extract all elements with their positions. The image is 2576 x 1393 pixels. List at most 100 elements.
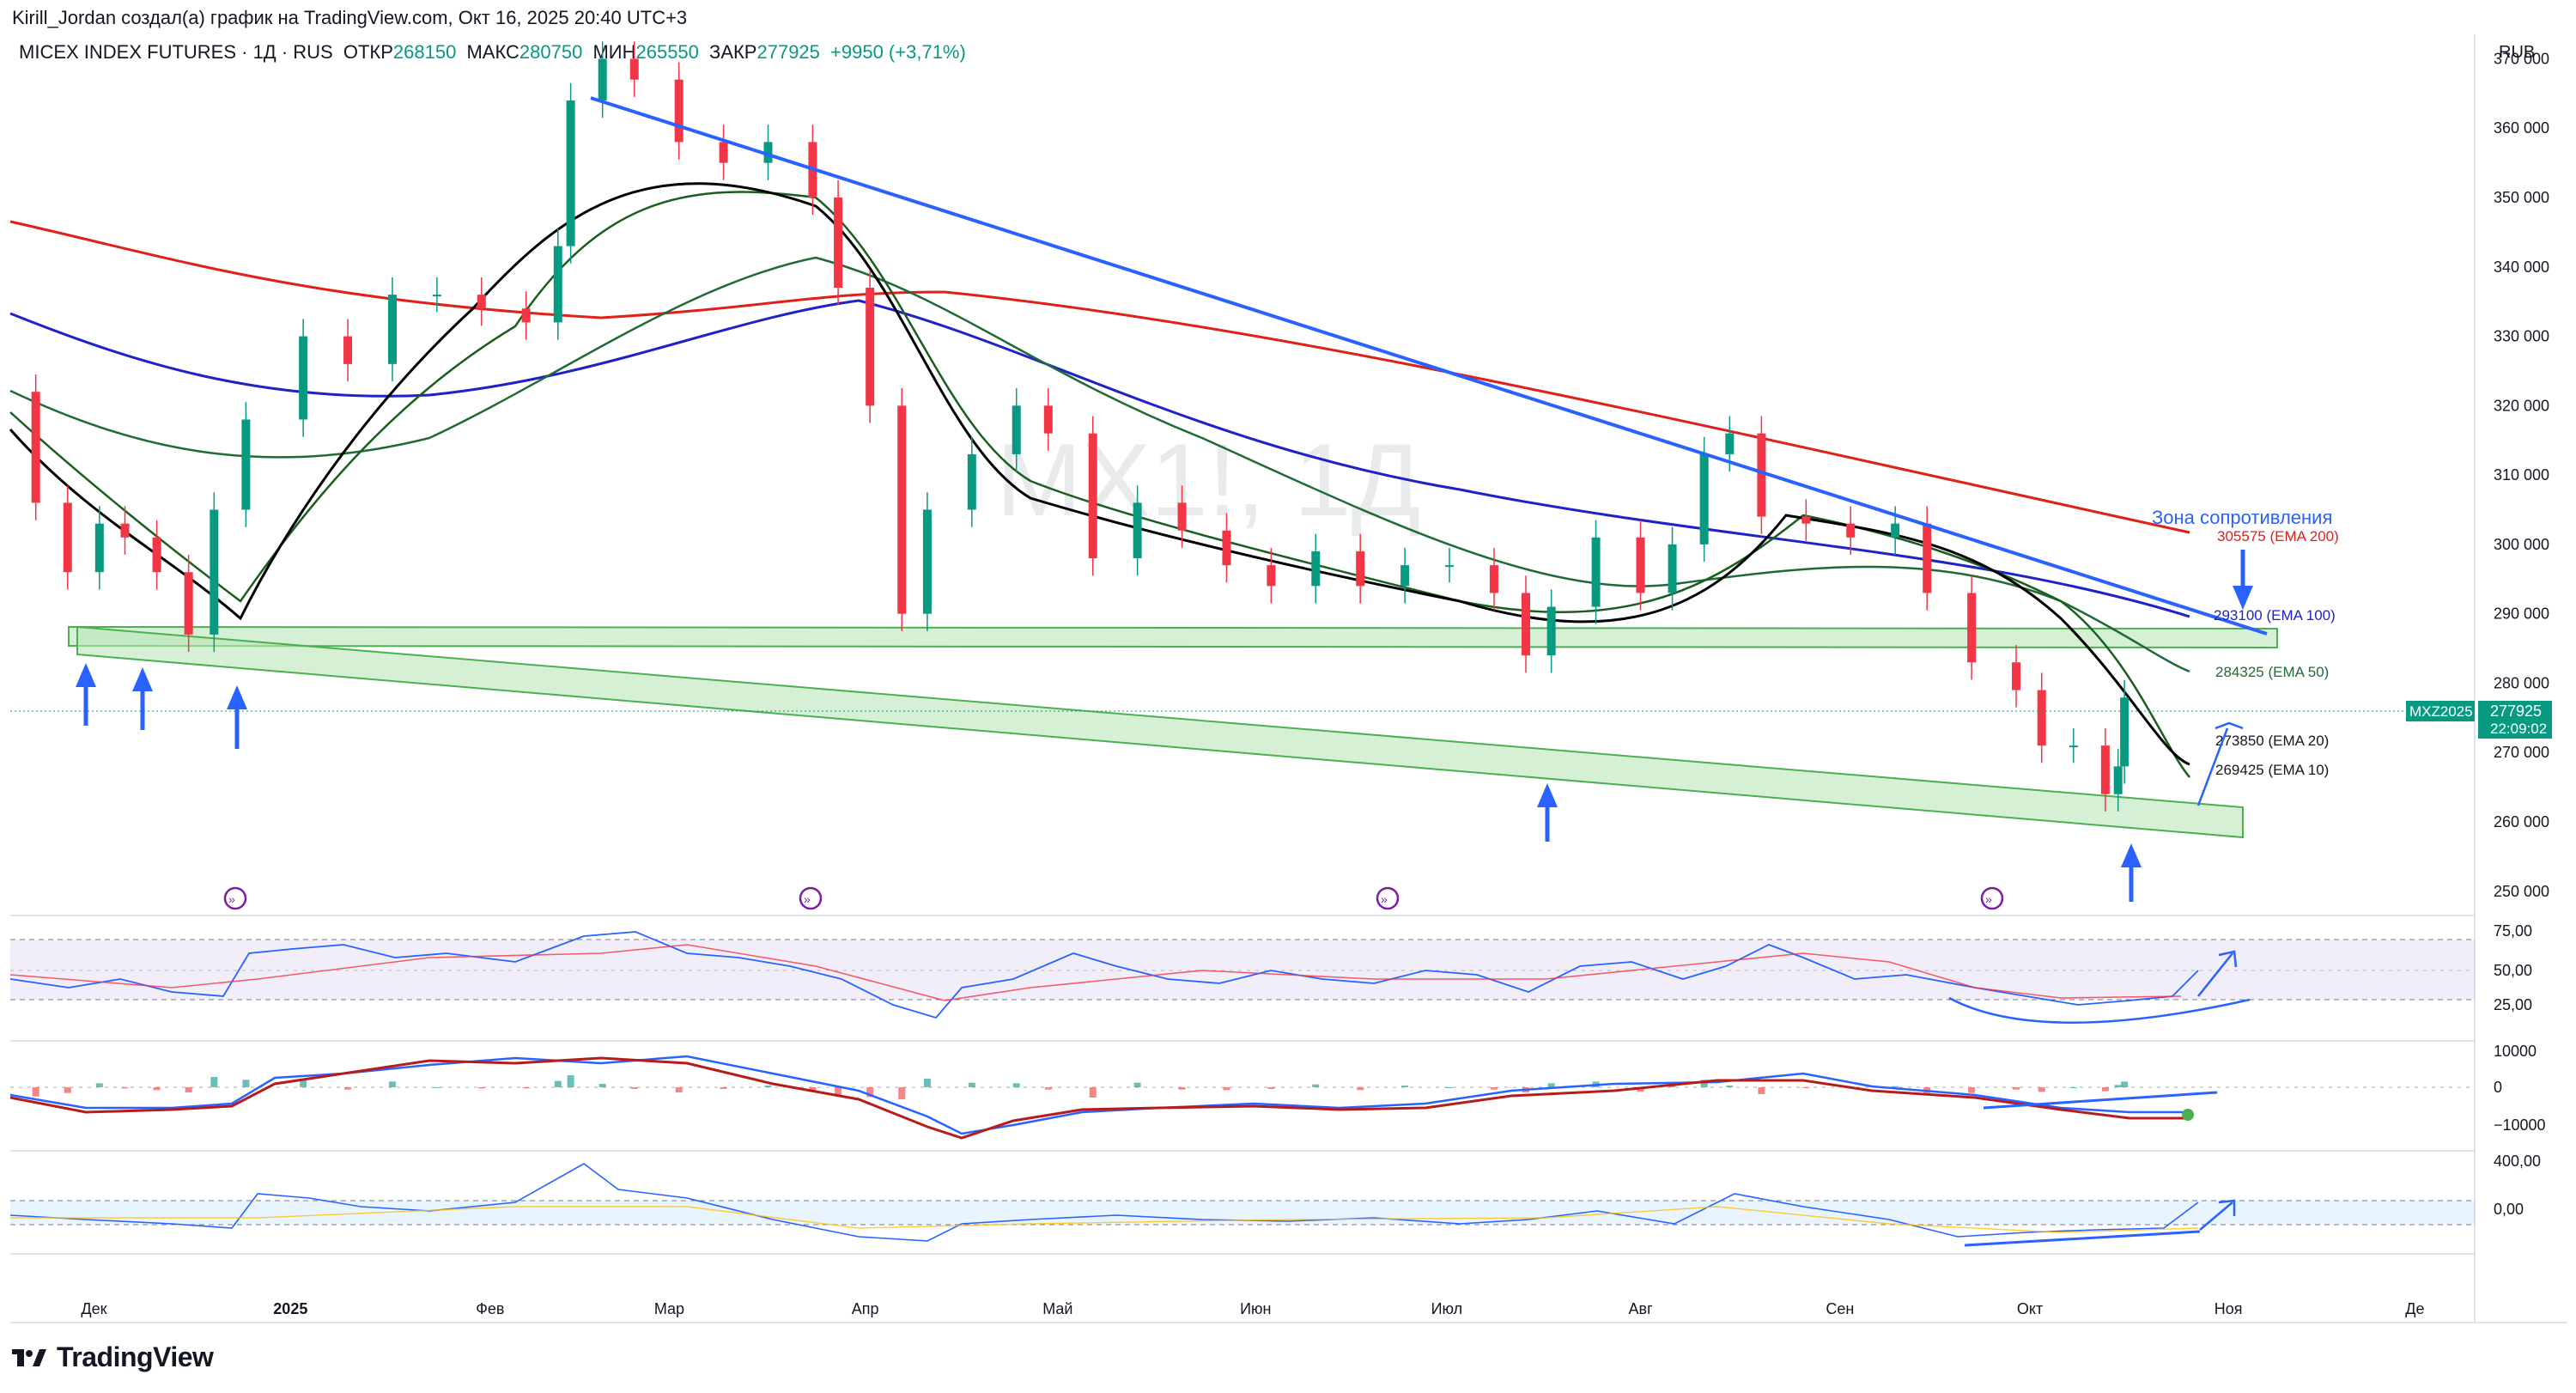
support-arrow-4[interactable] — [1537, 783, 1558, 842]
candle[interactable] — [1311, 533, 1321, 604]
rsi-rounding-bottom[interactable] — [1948, 996, 2251, 1024]
candle-body — [1923, 523, 1932, 593]
candle[interactable] — [553, 228, 562, 340]
support-arrow-2[interactable] — [132, 667, 153, 730]
chart-credit: Kirill_Jordan создал(а) график на Tradin… — [12, 7, 688, 28]
candle[interactable] — [432, 277, 441, 313]
candle[interactable] — [2113, 749, 2123, 812]
candle[interactable] — [1801, 499, 1811, 541]
candle[interactable] — [299, 319, 308, 437]
candle[interactable] — [1522, 575, 1531, 673]
candle[interactable] — [1043, 388, 1053, 451]
dividend-marker-3[interactable]: » — [1376, 886, 1400, 910]
candle[interactable] — [1923, 506, 1932, 611]
candle-body — [1088, 433, 1097, 559]
candle[interactable] — [120, 506, 130, 556]
ticker-tag[interactable] — [2406, 701, 2475, 721]
candle-body — [31, 392, 40, 503]
macd-hist-bar — [1089, 1087, 1097, 1098]
candle[interactable] — [152, 520, 161, 590]
price-tag[interactable] — [2478, 701, 2552, 739]
candle[interactable] — [1012, 388, 1021, 472]
candle[interactable] — [598, 41, 607, 119]
candle[interactable] — [834, 179, 843, 306]
descending-trendline[interactable] — [590, 96, 2268, 636]
candle[interactable] — [1356, 533, 1365, 604]
svg-text:»: » — [228, 892, 235, 906]
candle[interactable] — [1445, 547, 1455, 583]
macd-cross-dot[interactable] — [2182, 1109, 2194, 1121]
candle-body — [2037, 690, 2046, 746]
candle[interactable] — [1400, 547, 1410, 604]
projection-arrow[interactable] — [2196, 721, 2244, 806]
candle[interactable] — [2120, 680, 2129, 784]
candle[interactable] — [763, 125, 773, 180]
candle[interactable] — [184, 555, 193, 653]
candle[interactable] — [1267, 547, 1276, 604]
dividend-marker-4[interactable]: » — [1980, 886, 2004, 910]
candle[interactable] — [1757, 416, 1766, 534]
price-axis[interactable]: 370 000 360 000 350 000 340 000 330 000 320 0… — [2494, 50, 2549, 899]
candle[interactable] — [210, 492, 219, 653]
resistance-zone-label[interactable]: Зона сопротивления — [2152, 507, 2332, 528]
support-arrow-1[interactable] — [76, 663, 96, 726]
candle[interactable] — [521, 291, 531, 340]
support-arrow-5[interactable] — [2121, 843, 2142, 902]
candle[interactable] — [897, 388, 907, 631]
candle-body — [1591, 537, 1601, 607]
candle[interactable] — [63, 485, 72, 590]
candle[interactable] — [1699, 436, 1709, 563]
candle[interactable] — [866, 270, 875, 423]
rsi-arrow[interactable] — [2197, 950, 2238, 997]
candle[interactable] — [1177, 485, 1187, 548]
candle[interactable] — [1088, 416, 1097, 576]
currency-label[interactable]: RUB — [2499, 43, 2536, 62]
support-zone-horizontal[interactable] — [68, 625, 2278, 649]
candle[interactable] — [477, 277, 486, 326]
candle[interactable] — [94, 506, 104, 590]
candlestick-series[interactable] — [31, 41, 2129, 812]
candle[interactable] — [674, 62, 683, 160]
candle[interactable] — [241, 402, 251, 527]
candle[interactable] — [566, 82, 575, 264]
candle[interactable] — [2069, 727, 2078, 763]
dividend-marker-2[interactable]: » — [799, 886, 823, 910]
candle-body — [674, 79, 683, 143]
symbol-legend[interactable]: MICEX INDEX FUTURES · 1Д · RUS ОТКР26815… — [19, 41, 966, 64]
candle[interactable] — [2037, 672, 2046, 763]
macd-divergence-top[interactable] — [1983, 1091, 2218, 1110]
cci-divergence-bottom[interactable] — [1964, 1230, 2201, 1247]
support-arrow-3[interactable] — [227, 685, 247, 749]
macd-hist-bar — [2038, 1087, 2045, 1092]
candle[interactable] — [922, 492, 932, 631]
candle[interactable] — [967, 436, 976, 527]
candle[interactable] — [31, 374, 40, 520]
candle[interactable] — [1222, 513, 1231, 583]
candle[interactable] — [1546, 589, 1556, 673]
candle[interactable] — [719, 125, 728, 180]
candle-body — [2113, 766, 2123, 794]
candle[interactable] — [1967, 575, 1977, 680]
candle[interactable] — [1489, 547, 1498, 611]
time-axis[interactable]: Дек 2025 Фев Мар Апр Май Июн Июл Авг Сен Окт Ноя Де — [81, 1300, 2424, 1317]
candle[interactable] — [2100, 727, 2110, 812]
candle[interactable] — [1133, 485, 1142, 576]
candle[interactable] — [629, 41, 639, 97]
candle-body — [1891, 523, 1900, 538]
cci-arrow[interactable] — [2199, 1199, 2236, 1231]
candle[interactable] — [1591, 520, 1601, 624]
candle[interactable] — [2012, 645, 2021, 708]
support-zone-descending[interactable] — [76, 625, 2244, 839]
resistance-down-arrow[interactable] — [2233, 550, 2253, 610]
candle[interactable] — [1636, 520, 1645, 611]
candle[interactable] — [1668, 526, 1677, 611]
candle[interactable] — [1846, 506, 1856, 556]
candle[interactable] — [343, 319, 353, 382]
candle-body — [1445, 565, 1455, 568]
dividend-marker-1[interactable]: » — [223, 886, 247, 910]
candle-body — [343, 336, 353, 364]
tradingview-logo[interactable]: TradingView — [12, 1341, 214, 1373]
price-tick-label: 370 000 — [2494, 50, 2549, 67]
candle[interactable] — [387, 277, 397, 382]
